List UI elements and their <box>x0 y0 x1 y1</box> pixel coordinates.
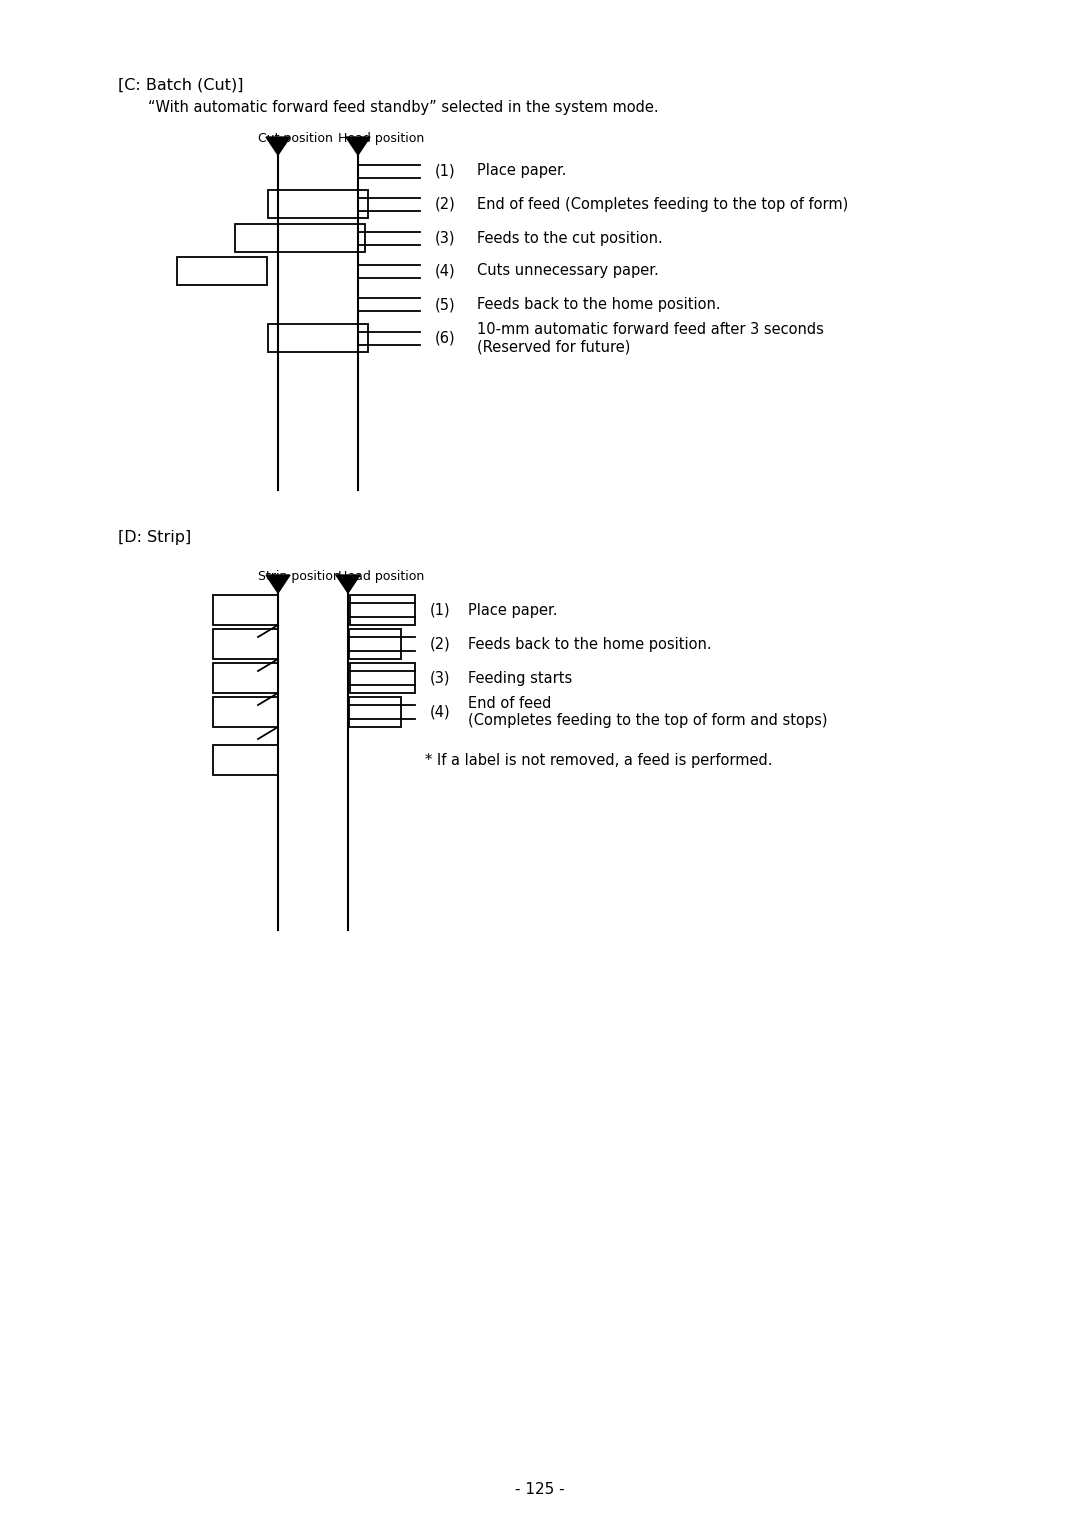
Text: Feeds back to the home position.: Feeds back to the home position. <box>468 637 712 651</box>
Bar <box>213 594 278 625</box>
Bar <box>268 189 368 219</box>
Polygon shape <box>336 575 360 593</box>
Bar <box>213 697 278 727</box>
Text: (4): (4) <box>435 263 456 278</box>
Text: Strip position: Strip position <box>258 570 341 584</box>
Bar <box>213 746 278 775</box>
Text: (4): (4) <box>430 704 450 720</box>
Bar <box>213 663 278 694</box>
Text: Cuts unnecessary paper.: Cuts unnecessary paper. <box>477 263 659 278</box>
Bar <box>213 630 278 659</box>
Text: Cut position: Cut position <box>258 131 333 145</box>
Bar <box>350 594 415 625</box>
Text: “With automatic forward feed standby” selected in the system mode.: “With automatic forward feed standby” se… <box>148 99 659 115</box>
Polygon shape <box>346 138 370 154</box>
Text: [D: Strip]: [D: Strip] <box>118 530 191 545</box>
Text: Head position: Head position <box>338 570 424 584</box>
Text: (2): (2) <box>430 637 450 651</box>
Text: (3): (3) <box>430 671 450 686</box>
Polygon shape <box>266 138 291 154</box>
Text: End of feed
(Completes feeding to the top of form and stops): End of feed (Completes feeding to the to… <box>468 695 827 729</box>
Text: Place paper.: Place paper. <box>477 163 567 179</box>
Text: Feeding starts: Feeding starts <box>468 671 572 686</box>
Text: (1): (1) <box>435 163 456 179</box>
Text: (3): (3) <box>435 231 456 246</box>
Text: (6): (6) <box>435 330 456 345</box>
Text: - 125 -: - 125 - <box>515 1482 565 1497</box>
Bar <box>177 257 267 286</box>
Text: End of feed (Completes feeding to the top of form): End of feed (Completes feeding to the to… <box>477 197 848 211</box>
Text: Head position: Head position <box>338 131 424 145</box>
Text: (5): (5) <box>435 298 456 313</box>
Text: (1): (1) <box>430 602 450 617</box>
Text: (2): (2) <box>435 197 456 211</box>
Bar <box>349 630 401 659</box>
Bar <box>235 225 365 252</box>
Text: * If a label is not removed, a feed is performed.: * If a label is not removed, a feed is p… <box>426 752 772 767</box>
Text: 10-mm automatic forward feed after 3 seconds
(Reserved for future): 10-mm automatic forward feed after 3 sec… <box>477 322 824 354</box>
Bar <box>349 697 401 727</box>
Text: Feeds to the cut position.: Feeds to the cut position. <box>477 231 663 246</box>
Polygon shape <box>266 575 291 593</box>
Bar <box>350 663 415 694</box>
Text: Feeds back to the home position.: Feeds back to the home position. <box>477 298 720 313</box>
Bar <box>268 324 368 351</box>
Text: [C: Batch (Cut)]: [C: Batch (Cut)] <box>118 78 243 93</box>
Text: Place paper.: Place paper. <box>468 602 557 617</box>
